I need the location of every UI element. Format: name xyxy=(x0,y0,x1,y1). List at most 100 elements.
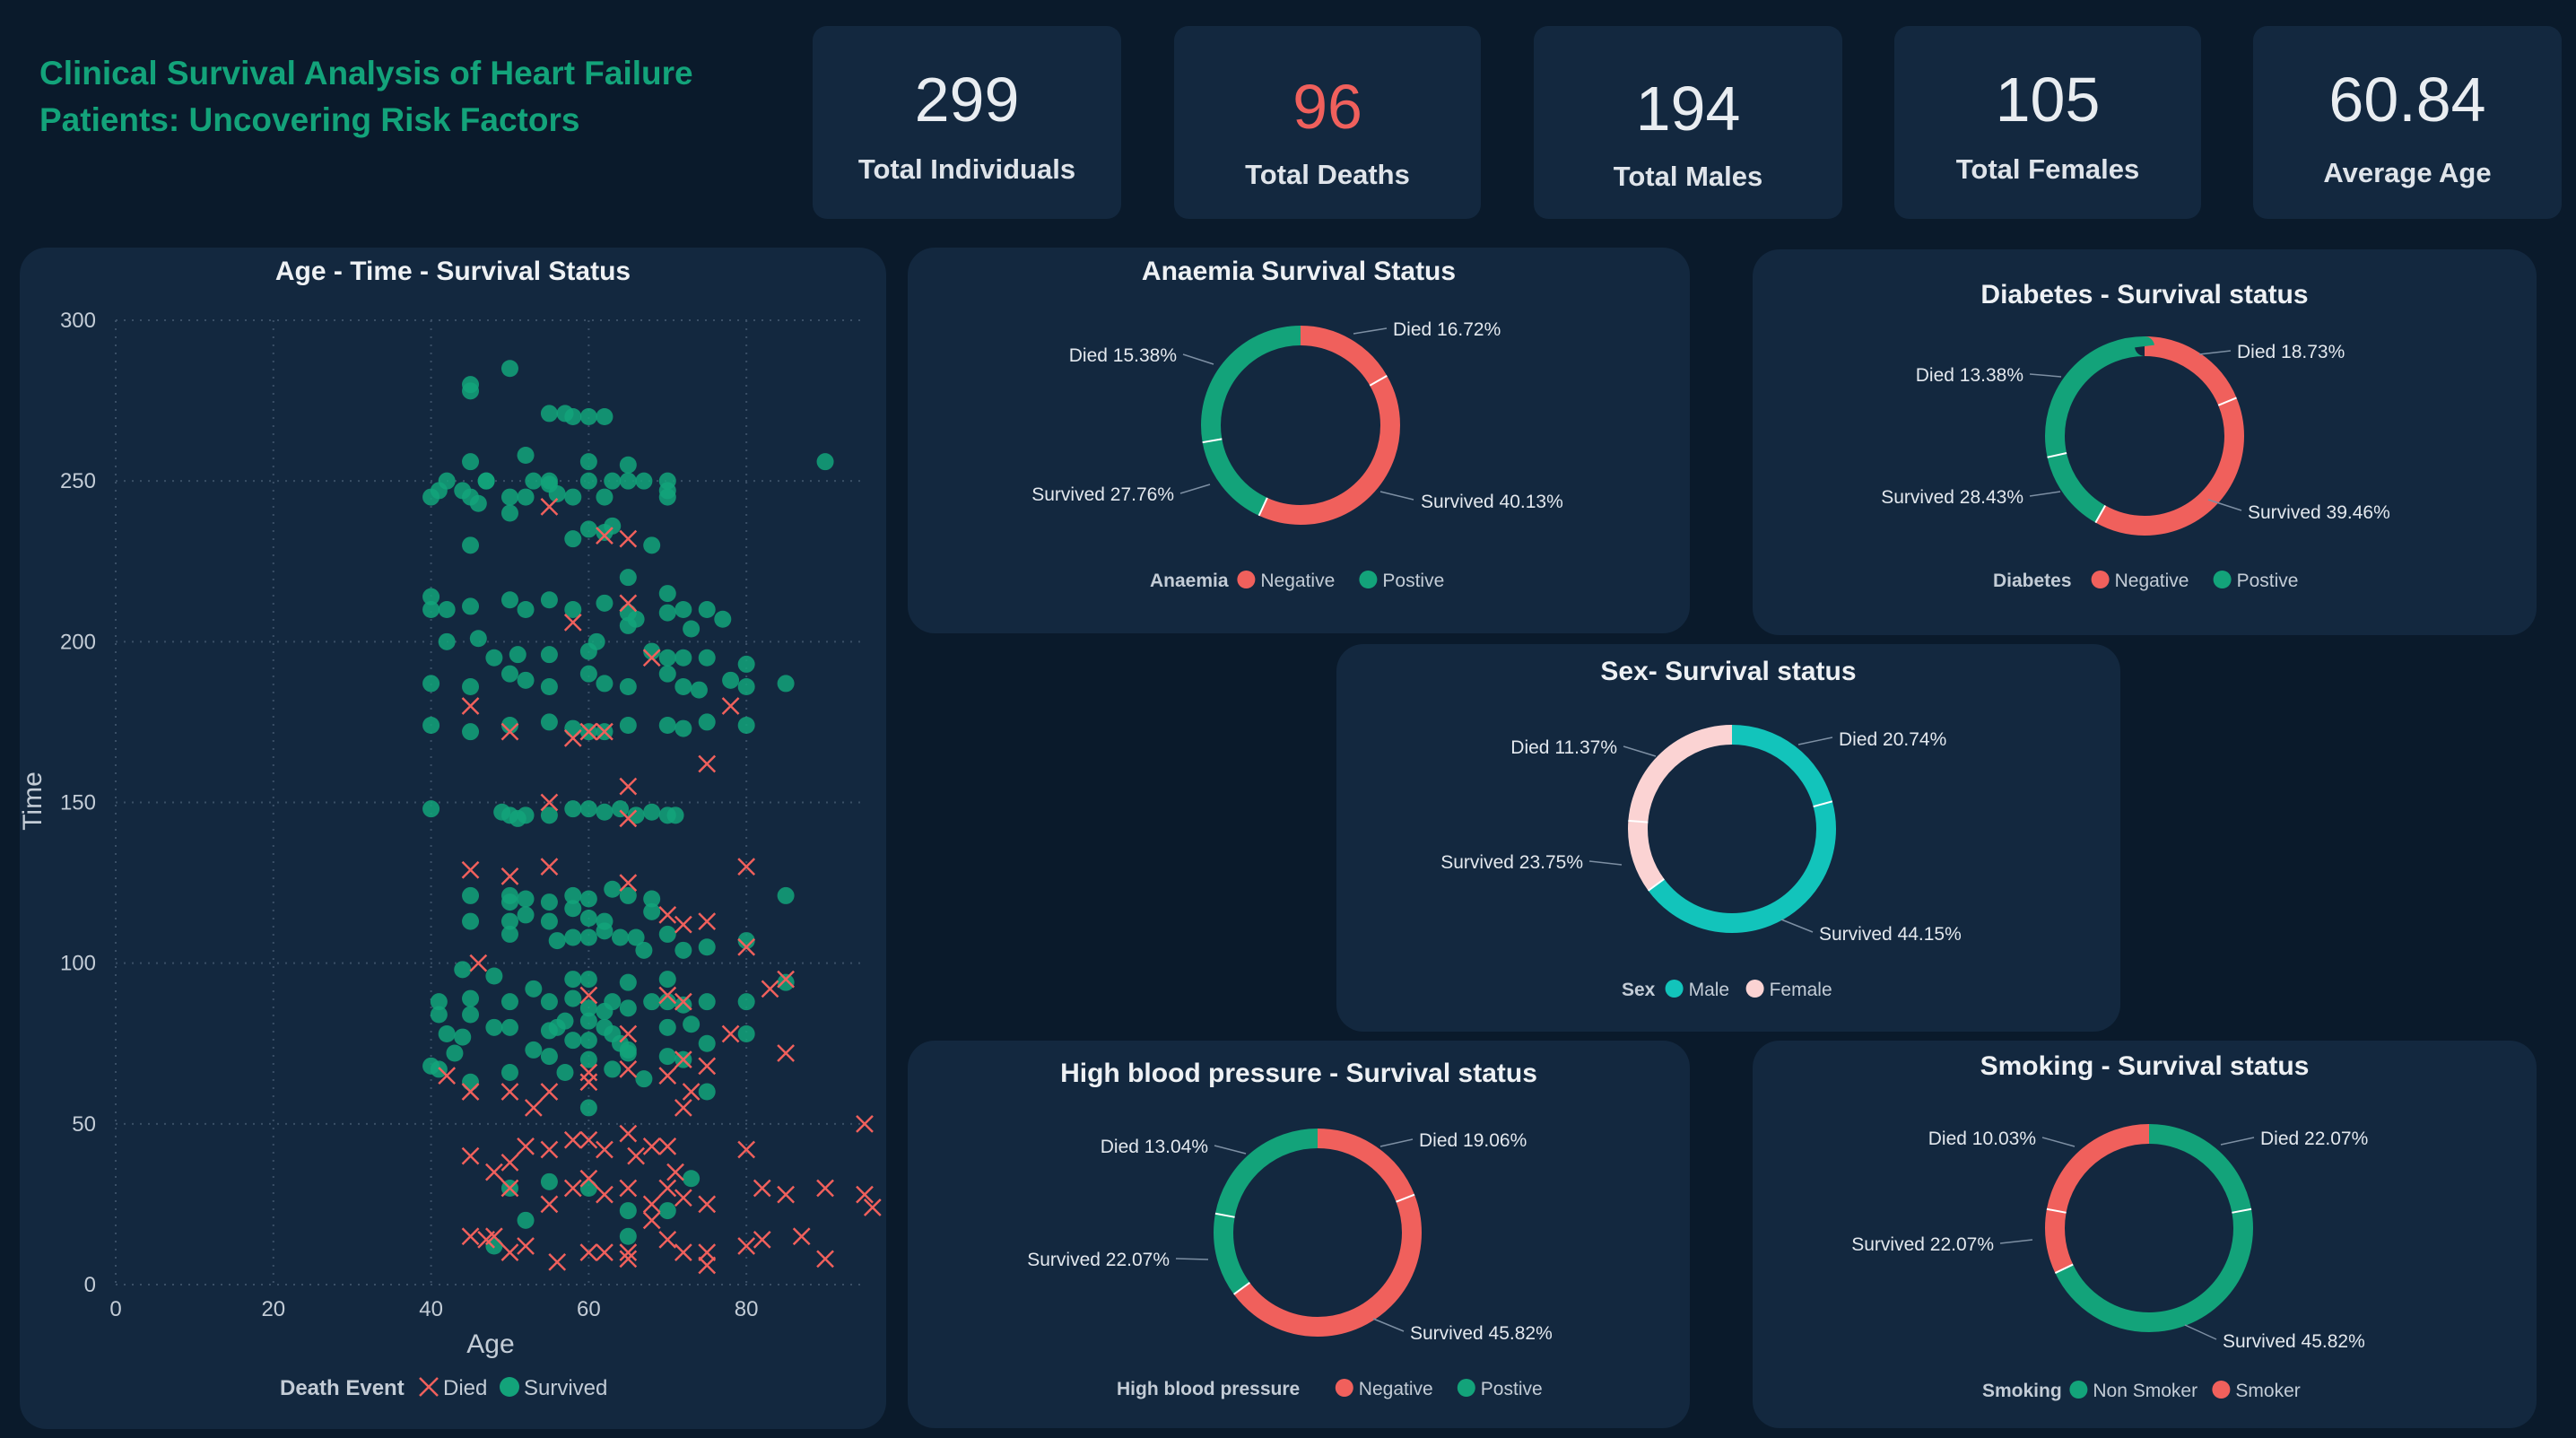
died-point xyxy=(619,1179,638,1198)
x-axis-label: Age xyxy=(466,1329,514,1359)
survived-point xyxy=(579,520,597,538)
died-point xyxy=(500,1243,519,1262)
survived-point xyxy=(462,912,480,930)
survived-point xyxy=(469,630,487,648)
died-point xyxy=(579,1169,598,1188)
survived-point xyxy=(674,719,692,737)
died-point xyxy=(596,1243,614,1262)
died-point xyxy=(856,1185,874,1204)
survived-point xyxy=(596,408,614,425)
survived-point xyxy=(485,1018,503,1036)
survived-point xyxy=(500,591,518,609)
survived-point xyxy=(658,604,676,622)
died-point xyxy=(579,1243,598,1262)
survived-point xyxy=(422,588,440,606)
survived-point xyxy=(643,890,661,908)
legend-died-marker xyxy=(419,1377,439,1397)
died-point xyxy=(619,777,638,796)
x-tick-label: 60 xyxy=(577,1297,601,1321)
survived-point xyxy=(517,488,535,506)
survived-point xyxy=(643,993,661,1011)
survived-point xyxy=(658,1018,676,1036)
survived-point xyxy=(683,1170,701,1188)
died-point xyxy=(596,722,614,741)
y-tick-label: 200 xyxy=(60,630,96,654)
survived-point xyxy=(596,922,614,940)
legend-survived-marker xyxy=(500,1377,519,1397)
died-point xyxy=(698,1195,717,1214)
kpi-total-males[interactable]: 194 Total Males xyxy=(1534,26,1842,219)
kpi-total-individuals[interactable]: 299 Total Individuals xyxy=(813,26,1121,219)
died-point xyxy=(658,986,677,1005)
survived-point xyxy=(658,1048,676,1066)
survived-point xyxy=(469,494,487,512)
survived-point xyxy=(564,530,582,548)
survived-point xyxy=(658,971,676,989)
died-point xyxy=(517,1237,535,1255)
survived-point xyxy=(477,472,495,490)
died-point xyxy=(540,793,559,812)
survived-point xyxy=(500,925,518,943)
y-axis-label: Time xyxy=(18,771,48,831)
survived-point xyxy=(658,665,676,683)
survived-point xyxy=(596,803,614,821)
died-point xyxy=(540,1195,559,1214)
survived-point xyxy=(604,880,622,898)
survived-point xyxy=(698,1083,716,1101)
hbp-panel: High blood pressure - Survival status xyxy=(908,1041,1690,1428)
died-point xyxy=(737,937,756,956)
smoking-panel: Smoking - Survival status xyxy=(1753,1041,2537,1428)
survived-point xyxy=(635,1070,653,1088)
survived-point xyxy=(462,678,480,695)
survived-point xyxy=(674,678,692,695)
died-point xyxy=(658,906,677,924)
died-point xyxy=(619,874,638,892)
kpi-label: Total Individuals xyxy=(857,153,1076,185)
survived-point xyxy=(564,989,582,1007)
died-point xyxy=(461,1227,480,1246)
survived-point xyxy=(579,1012,597,1030)
died-point xyxy=(438,1067,457,1085)
survived-point xyxy=(714,610,732,628)
survived-point xyxy=(438,1025,456,1042)
survived-point xyxy=(422,717,440,734)
died-point xyxy=(682,1083,701,1101)
survived-point xyxy=(737,932,755,950)
survived-point xyxy=(579,890,597,908)
died-point xyxy=(485,1163,503,1181)
died-point xyxy=(642,649,661,667)
survived-point xyxy=(579,408,597,425)
kpi-total-deaths[interactable]: 96 Total Deaths xyxy=(1174,26,1481,219)
survived-point xyxy=(540,912,558,930)
survived-point xyxy=(462,1073,480,1091)
legend-died-label: Died xyxy=(443,1376,487,1400)
survived-point xyxy=(737,717,755,734)
died-point xyxy=(777,1044,795,1062)
survived-point xyxy=(540,1172,558,1190)
survived-point xyxy=(619,1227,637,1245)
survived-point xyxy=(619,1044,637,1062)
survived-point xyxy=(690,681,708,699)
survived-point xyxy=(683,620,701,638)
died-point xyxy=(816,1250,834,1268)
died-point xyxy=(698,1057,717,1076)
died-point xyxy=(698,1256,717,1275)
survived-point xyxy=(579,1032,597,1050)
kpi-label: Average Age xyxy=(2323,157,2492,188)
survived-point xyxy=(619,1202,637,1220)
died-point xyxy=(596,1140,614,1159)
kpi-average-age[interactable]: 60.84 Average Age xyxy=(2253,26,2562,219)
kpi-value: 96 xyxy=(1292,72,1362,142)
survived-point xyxy=(564,900,582,918)
survived-point xyxy=(777,973,795,991)
died-point xyxy=(674,1189,692,1207)
died-point xyxy=(658,1067,677,1085)
survived-point xyxy=(604,472,622,490)
scatter-panel: Age - Time - Survival Status xyxy=(20,248,886,1429)
died-point xyxy=(753,1179,771,1198)
survived-point xyxy=(446,1044,464,1062)
survived-point xyxy=(666,806,684,824)
died-point xyxy=(500,1179,519,1198)
kpi-total-females[interactable]: 105 Total Females xyxy=(1894,26,2201,219)
